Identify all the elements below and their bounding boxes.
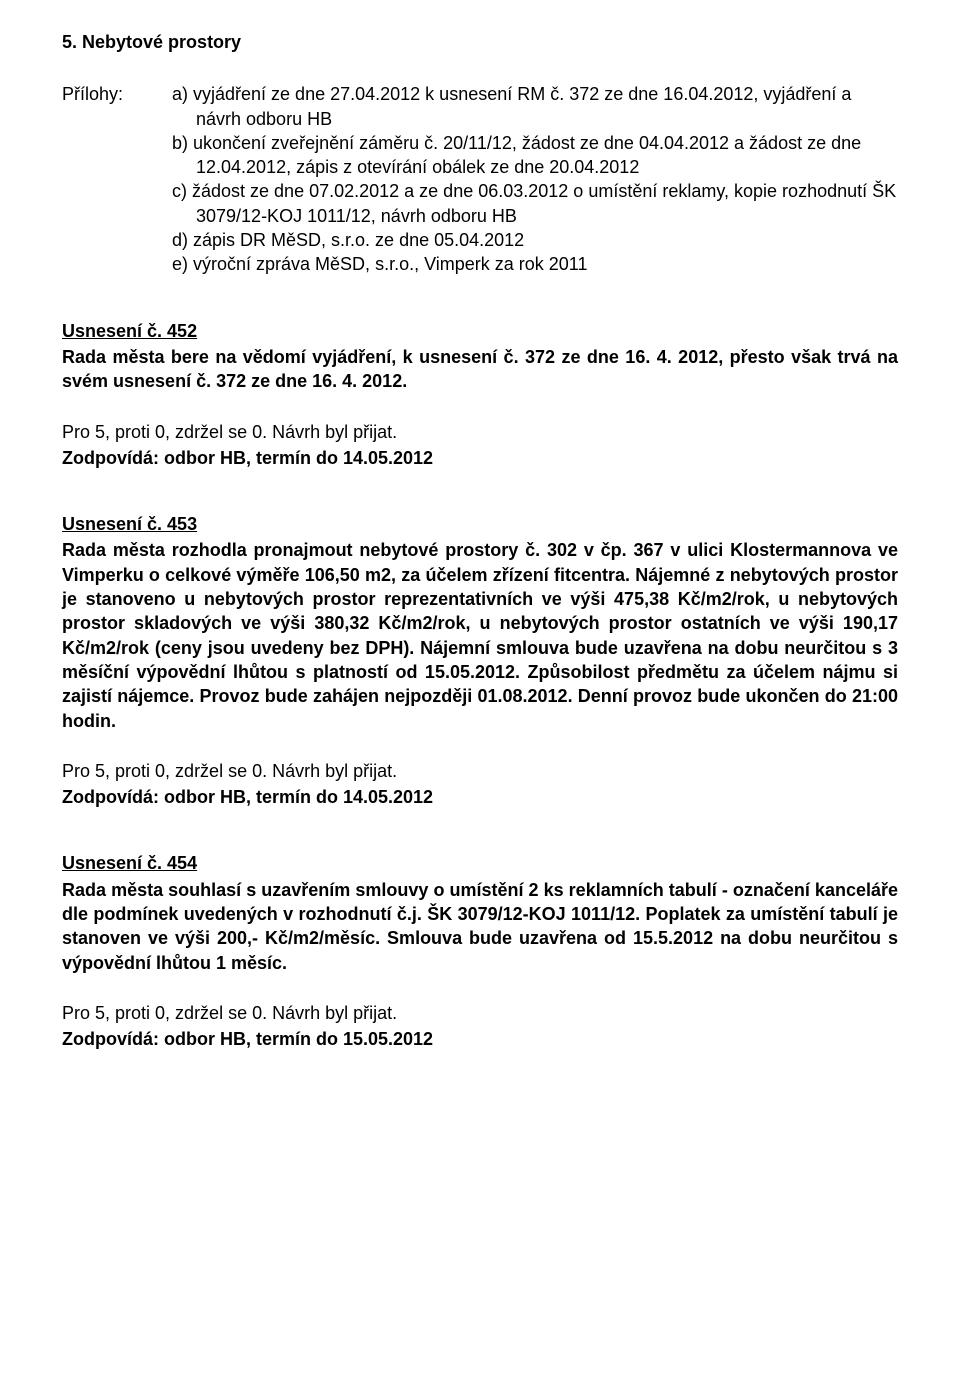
- resolution-454: Usnesení č. 454 Rada města souhlasí s uz…: [62, 851, 898, 1051]
- section-title: Nebytové prostory: [82, 32, 241, 52]
- resolution-title: Usnesení č. 454: [62, 851, 898, 875]
- attachments-label: Přílohy:: [62, 82, 172, 276]
- responsible-line: Zodpovídá: odbor HB, termín do 15.05.201…: [62, 1027, 898, 1051]
- resolution-453: Usnesení č. 453 Rada města rozhodla pron…: [62, 512, 898, 809]
- responsible-line: Zodpovídá: odbor HB, termín do 14.05.201…: [62, 446, 898, 470]
- attachment-item: a) vyjádření ze dne 27.04.2012 k usnesen…: [172, 82, 898, 131]
- attachment-item: b) ukončení zveřejnění záměru č. 20/11/1…: [172, 131, 898, 180]
- attachment-item: d) zápis DR MěSD, s.r.o. ze dne 05.04.20…: [172, 228, 898, 252]
- attachment-item: c) žádost ze dne 07.02.2012 a ze dne 06.…: [172, 179, 898, 228]
- resolution-title: Usnesení č. 453: [62, 512, 898, 536]
- attachments-block: Přílohy: a) vyjádření ze dne 27.04.2012 …: [62, 82, 898, 276]
- resolution-body: Rada města bere na vědomí vyjádření, k u…: [62, 345, 898, 394]
- resolution-title: Usnesení č. 452: [62, 319, 898, 343]
- section-heading: 5. Nebytové prostory: [62, 30, 898, 54]
- responsible-line: Zodpovídá: odbor HB, termín do 14.05.201…: [62, 785, 898, 809]
- resolution-body: Rada města souhlasí s uzavřením smlouvy …: [62, 878, 898, 975]
- attachment-item: e) výroční zpráva MěSD, s.r.o., Vimperk …: [172, 252, 898, 276]
- resolution-452: Usnesení č. 452 Rada města bere na vědom…: [62, 319, 898, 470]
- section-number: 5.: [62, 32, 77, 52]
- vote-line: Pro 5, proti 0, zdržel se 0. Návrh byl p…: [62, 1001, 898, 1025]
- vote-line: Pro 5, proti 0, zdržel se 0. Návrh byl p…: [62, 420, 898, 444]
- attachments-body: a) vyjádření ze dne 27.04.2012 k usnesen…: [172, 82, 898, 276]
- vote-line: Pro 5, proti 0, zdržel se 0. Návrh byl p…: [62, 759, 898, 783]
- resolution-body: Rada města rozhodla pronajmout nebytové …: [62, 538, 898, 732]
